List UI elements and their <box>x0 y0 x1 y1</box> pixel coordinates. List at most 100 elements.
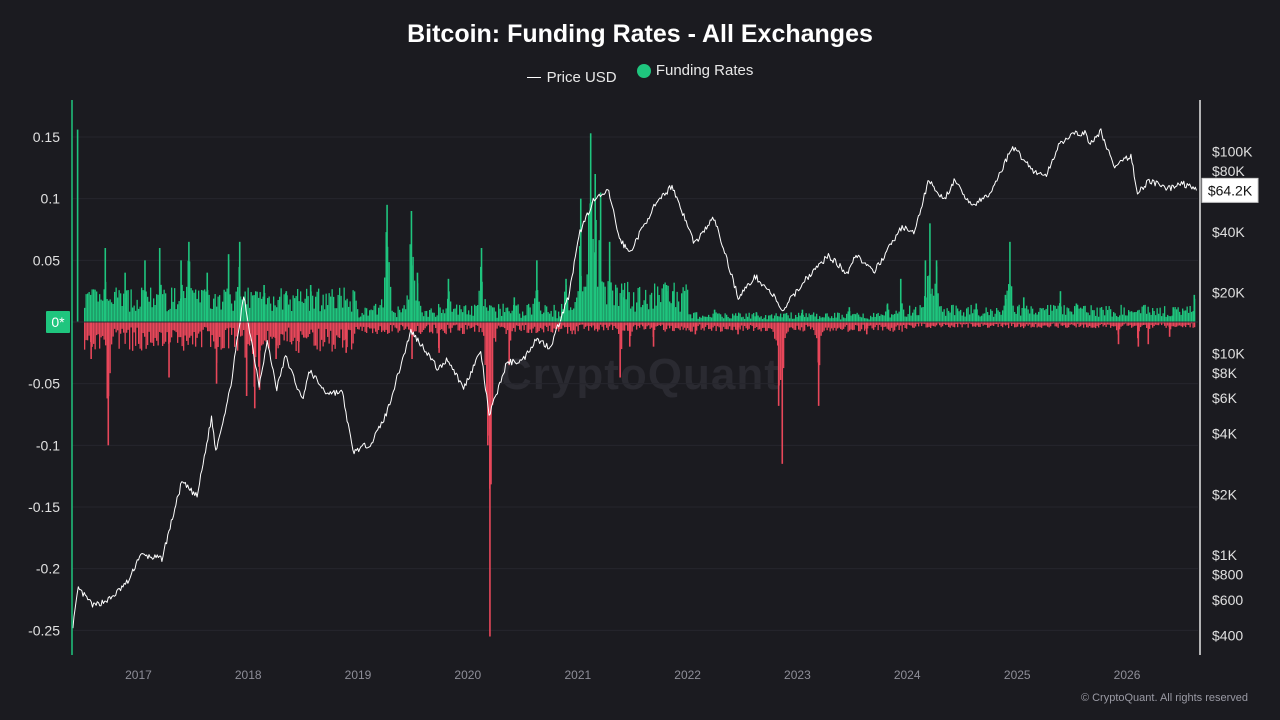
funding-bar <box>418 322 420 333</box>
funding-bar <box>1116 315 1118 322</box>
funding-bar <box>448 322 450 329</box>
funding-spike <box>480 248 483 322</box>
funding-bar <box>1018 304 1020 322</box>
funding-bar <box>862 313 864 322</box>
funding-bar <box>1102 322 1104 327</box>
funding-bar <box>1180 322 1182 327</box>
funding-bar <box>625 322 627 326</box>
funding-bar <box>943 322 945 325</box>
funding-bar <box>517 304 519 322</box>
funding-bar <box>921 322 923 327</box>
funding-bar <box>1086 312 1088 322</box>
funding-bar <box>1071 311 1073 322</box>
funding-bar <box>441 312 443 322</box>
funding-bar <box>204 289 206 322</box>
funding-bar <box>379 305 381 322</box>
funding-bar <box>888 322 890 330</box>
funding-bar <box>1051 310 1053 322</box>
funding-bar <box>1189 322 1191 328</box>
funding-bar <box>262 296 264 322</box>
funding-bar <box>178 322 180 338</box>
funding-bar <box>849 322 851 331</box>
funding-bar <box>1128 322 1130 326</box>
funding-bar <box>457 314 459 322</box>
funding-bar <box>477 305 479 322</box>
funding-bar <box>121 306 123 322</box>
funding-bar <box>952 322 954 327</box>
funding-bar <box>223 289 225 322</box>
funding-bar <box>270 322 272 337</box>
funding-bar <box>1188 312 1190 322</box>
funding-bar <box>1158 322 1160 326</box>
funding-bar <box>1083 322 1085 328</box>
funding-bar <box>966 308 968 322</box>
funding-bar <box>514 305 516 322</box>
funding-bar <box>586 274 588 322</box>
funding-bar <box>480 322 482 328</box>
funding-bar <box>111 302 113 322</box>
funding-bar <box>705 316 707 322</box>
legend-item-funding[interactable]: Funding Rates <box>636 62 753 79</box>
funding-bar <box>814 322 816 336</box>
funding-bar <box>84 322 86 350</box>
funding-bar <box>804 322 806 331</box>
funding-bar <box>1096 307 1098 322</box>
funding-bar <box>297 288 299 322</box>
funding-bar <box>856 322 858 326</box>
left-tick-label: -0.15 <box>28 499 60 515</box>
funding-bar <box>366 308 368 322</box>
funding-bar <box>744 318 746 322</box>
funding-bar <box>951 322 953 326</box>
funding-bar <box>432 322 434 334</box>
funding-bar <box>1107 309 1109 322</box>
funding-bar <box>259 292 261 322</box>
funding-bar <box>1075 322 1077 328</box>
legend-item-price[interactable]: Price USD <box>526 69 617 86</box>
funding-bar <box>258 297 260 322</box>
funding-dip <box>487 322 489 446</box>
funding-bar <box>175 322 177 333</box>
funding-spike <box>513 297 516 322</box>
funding-bar <box>1159 307 1161 322</box>
funding-bar <box>787 322 789 332</box>
funding-bar <box>357 322 359 330</box>
funding-bar <box>447 322 449 325</box>
funding-bar <box>1165 316 1167 322</box>
funding-bar <box>1078 308 1080 322</box>
funding-bar <box>918 315 920 322</box>
funding-bar <box>346 298 348 322</box>
funding-dip <box>411 322 413 359</box>
funding-bar <box>201 289 203 322</box>
funding-bar <box>385 232 387 322</box>
funding-bar <box>181 322 183 347</box>
funding-bar <box>931 322 933 326</box>
funding-bar <box>283 294 285 322</box>
funding-bar <box>256 291 258 322</box>
funding-bar <box>526 322 528 333</box>
funding-bar <box>364 307 366 322</box>
funding-bar <box>964 322 966 325</box>
funding-bar <box>954 315 956 322</box>
funding-bar <box>282 322 284 335</box>
funding-bar <box>1060 322 1062 326</box>
funding-bar <box>1125 322 1127 324</box>
funding-bar <box>241 322 243 336</box>
funding-bar <box>478 322 480 333</box>
funding-bar <box>720 314 722 322</box>
funding-bar <box>1194 322 1196 328</box>
funding-bar <box>949 322 951 328</box>
funding-bar <box>1170 316 1172 322</box>
funding-bar <box>688 322 690 331</box>
funding-bar <box>837 312 839 322</box>
funding-bar <box>567 298 569 322</box>
funding-bar <box>957 322 959 328</box>
funding-bar <box>667 322 669 326</box>
funding-bar <box>898 322 900 330</box>
funding-bar <box>934 322 936 327</box>
funding-bar <box>829 318 831 322</box>
funding-bar <box>700 317 702 322</box>
funding-bar <box>271 322 273 339</box>
funding-bar <box>894 322 896 331</box>
funding-bar <box>840 322 842 330</box>
funding-bar <box>550 310 552 322</box>
